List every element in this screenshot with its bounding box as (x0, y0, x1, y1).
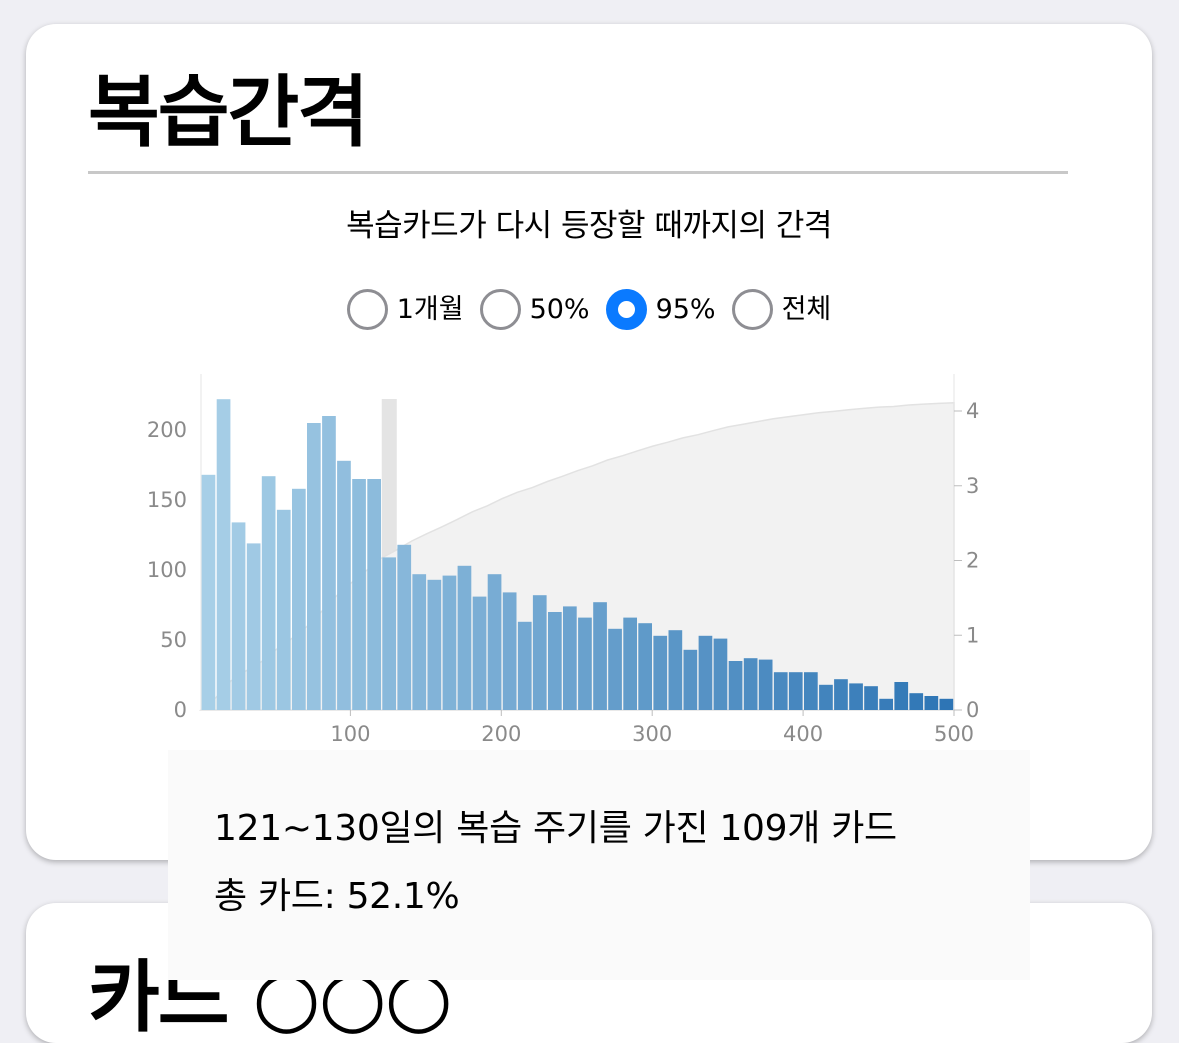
review-interval-chart[interactable]: 0 50 100 150 200 0 1,000 2,000 3,000 4,000 100 200 3… (120, 340, 980, 750)
x-tick-label: 400 (783, 722, 823, 746)
y-left-tick-label: 150 (147, 488, 187, 512)
histogram-bar (442, 575, 457, 710)
x-tick-label: 300 (632, 722, 672, 746)
histogram-bar (487, 574, 502, 710)
histogram-bar (683, 649, 698, 710)
y-right-tick-label: 2,000 (966, 549, 980, 573)
y-right-tick-label: 1,000 (966, 623, 980, 647)
histogram-bar (352, 479, 366, 710)
histogram-bar (623, 617, 637, 710)
histogram-bar (292, 488, 306, 710)
histogram-bar (502, 592, 517, 710)
radio-label: 50% (529, 294, 590, 325)
radio-all[interactable]: 전체 (731, 289, 832, 330)
histogram-bar (548, 612, 562, 710)
y-right-tick-label: 4,000 (966, 399, 980, 423)
histogram-bar (261, 476, 276, 710)
histogram-bar (563, 606, 577, 710)
histogram-bar (668, 630, 683, 710)
y-left-tick-label: 100 (147, 558, 187, 582)
radio-circle-icon[interactable] (346, 289, 388, 330)
histogram-bar (773, 672, 788, 710)
chart-subtitle: 복습카드가 다시 등장할 때까지의 간격 (346, 208, 832, 244)
radio-circle-icon[interactable] (605, 289, 647, 330)
histogram-bar (427, 579, 442, 710)
histogram-bar (743, 658, 758, 710)
histogram-bar (728, 661, 743, 710)
histogram-bar (653, 635, 668, 710)
histogram-bar (788, 672, 803, 710)
tooltip-line-total: 총 카드: 52.1% (214, 876, 460, 917)
histogram-bar (246, 543, 261, 710)
histogram-bar (216, 399, 231, 710)
x-tick-label: 100 (330, 722, 370, 746)
y-left-tick-label: 0 (174, 698, 187, 722)
histogram-bar (517, 621, 532, 710)
histogram-bar (698, 635, 713, 710)
radio-50-percent[interactable]: 50% (479, 289, 590, 330)
radio-circle-icon[interactable] (479, 289, 521, 330)
histogram-bar (307, 423, 321, 710)
x-tick-label: 200 (481, 722, 521, 746)
radio-1-month[interactable]: 1개월 (346, 289, 464, 330)
y-right-tick-label: 0 (966, 698, 979, 722)
histogram-bar (472, 596, 487, 710)
histogram-bar (532, 595, 547, 710)
range-radio-group: 1개월 50% 95% 전체 (26, 289, 1152, 330)
histogram-bar (939, 698, 954, 710)
radio-label: 전체 (781, 294, 832, 325)
radio-label: 95% (655, 294, 716, 325)
histogram-bar (758, 659, 773, 710)
histogram-bar (412, 574, 427, 710)
x-tick-label: 500 (934, 722, 974, 746)
histogram-bar (337, 460, 351, 710)
histogram-bar (276, 509, 291, 710)
histogram-bar (201, 474, 216, 710)
histogram-bar (849, 683, 863, 710)
histogram-bar (819, 684, 833, 710)
y-right-tick-label: 3,000 (966, 474, 980, 498)
histogram-bar (834, 679, 848, 710)
histogram-bar (638, 623, 652, 710)
histogram-bar (457, 565, 472, 710)
histogram-bar (894, 682, 909, 710)
histogram-bar (593, 602, 607, 710)
histogram-bar (804, 672, 818, 710)
chart-tooltip: 121~130일의 복습 주기를 가진 109개 카드 총 카드: 52.1% (168, 750, 1030, 980)
histogram-bar (713, 638, 728, 710)
section-title: 복습간격 (88, 68, 369, 158)
histogram-bar (578, 617, 592, 710)
radio-95-percent[interactable]: 95% (605, 289, 716, 330)
y-left-tick-label: 50 (160, 628, 187, 652)
review-interval-card: 복습간격 복습카드가 다시 등장할 때까지의 간격 1개월 50% 95% 전체 (26, 24, 1152, 860)
histogram-bar (382, 557, 396, 710)
radio-label: 1개월 (396, 294, 464, 325)
histogram-bar (864, 686, 878, 710)
radio-circle-icon[interactable] (731, 289, 773, 330)
title-divider (88, 171, 1068, 174)
histogram-bar (367, 479, 381, 710)
histogram-bar (924, 696, 939, 710)
tooltip-line-count: 121~130일의 복습 주기를 가진 109개 카드 (214, 808, 897, 849)
histogram-bar (608, 628, 622, 710)
histogram-bar (879, 698, 893, 710)
y-left-tick-label: 200 (147, 418, 187, 442)
histogram-bar (322, 416, 336, 710)
histogram-bar (397, 544, 412, 710)
histogram-bar (231, 522, 246, 710)
histogram-bar (909, 693, 924, 710)
